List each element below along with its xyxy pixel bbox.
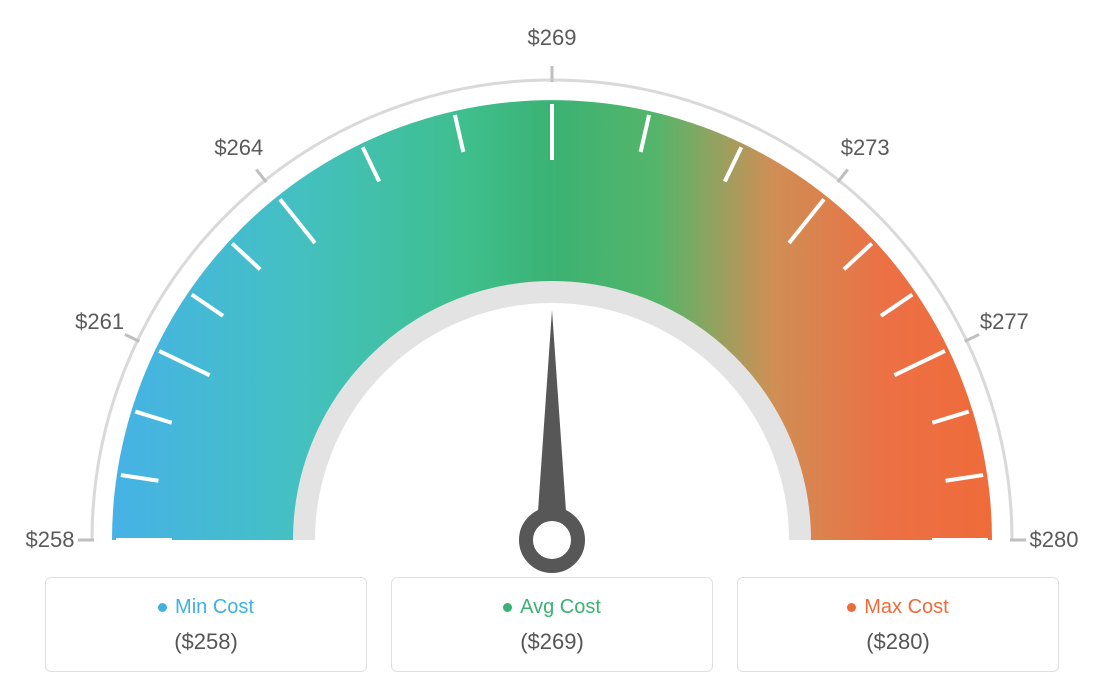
legend-avg-value: ($269) xyxy=(402,629,702,655)
gauge-tick-label: $258 xyxy=(26,527,75,553)
gauge-tick-label: $273 xyxy=(841,135,890,161)
gauge-tick-label: $280 xyxy=(1030,527,1079,553)
legend-min-value: ($258) xyxy=(56,629,356,655)
gauge-container: $258 $261 $264 $269 $273 $277 $280 xyxy=(0,0,1104,580)
legend-max-dot xyxy=(847,603,856,612)
legend-min-label: Min Cost xyxy=(175,596,254,619)
gauge-tick-label: $277 xyxy=(980,309,1029,335)
legend-max-value: ($280) xyxy=(748,629,1048,655)
legend-min-box: Min Cost ($258) xyxy=(45,577,367,672)
legend-max-label: Max Cost xyxy=(864,596,948,619)
legend-max-title: Max Cost xyxy=(847,596,948,619)
legend-min-dot xyxy=(158,603,167,612)
gauge-tick-label: $269 xyxy=(528,25,577,51)
gauge-svg xyxy=(52,20,1052,580)
legend-avg-box: Avg Cost ($269) xyxy=(391,577,713,672)
legend-max-box: Max Cost ($280) xyxy=(737,577,1059,672)
gauge-tick-label: $264 xyxy=(214,135,263,161)
legend-avg-label: Avg Cost xyxy=(520,596,601,619)
legend-avg-dot xyxy=(503,603,512,612)
legend-row: Min Cost ($258) Avg Cost ($269) Max Cost… xyxy=(45,577,1059,672)
legend-min-title: Min Cost xyxy=(158,596,254,619)
gauge-tick-label: $261 xyxy=(75,309,124,335)
legend-avg-title: Avg Cost xyxy=(503,596,601,619)
